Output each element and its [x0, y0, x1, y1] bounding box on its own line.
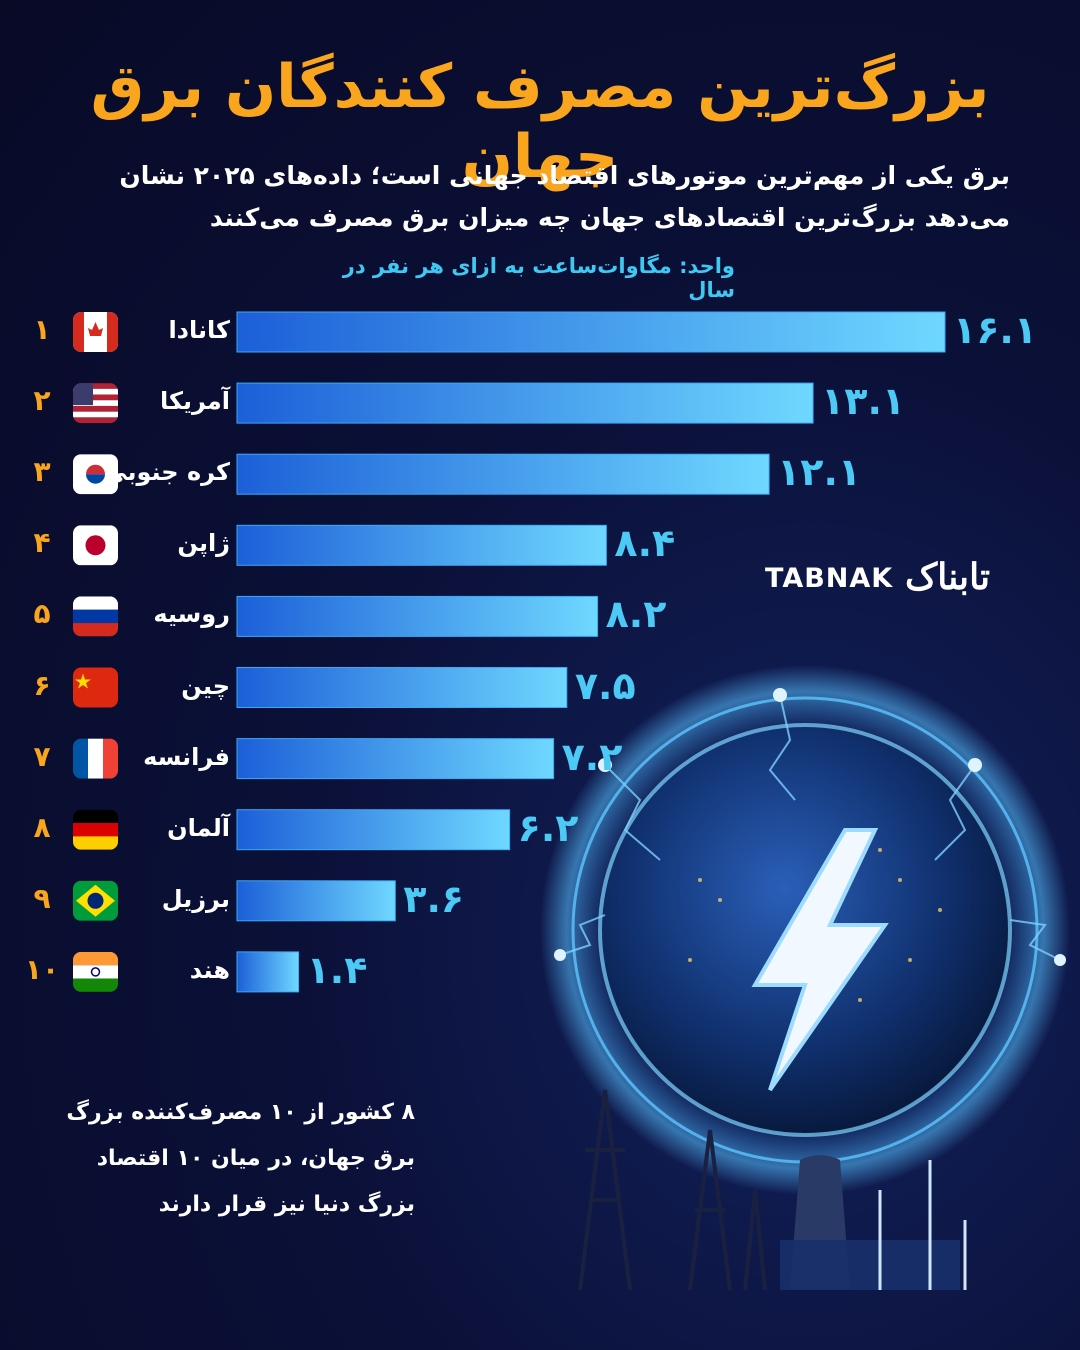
- flag-part: [73, 978, 118, 992]
- flag-part: [73, 623, 118, 637]
- flag-part: [73, 411, 118, 418]
- flag-part: [73, 951, 118, 966]
- category-label: آلمان: [167, 813, 230, 842]
- flag-part: [73, 596, 118, 610]
- chart-title: بزرگ‌ترین مصرف کنندگان برق جهان: [90, 52, 990, 192]
- bar: [236, 738, 555, 780]
- value-label: ۱۲.۱: [777, 450, 862, 495]
- flag-part: [73, 809, 118, 824]
- rank-label: ۱: [33, 313, 51, 346]
- flag-part: [73, 823, 118, 837]
- globe-illustration: [540, 665, 1070, 1291]
- flag-part: [75, 673, 91, 689]
- flag-part: [86, 474, 105, 484]
- flag-icon: [73, 312, 118, 352]
- flag-part: [73, 405, 118, 412]
- category-label: ژاپن: [177, 529, 230, 558]
- flag-icon: [73, 596, 118, 637]
- bar: [236, 809, 511, 851]
- category-label: آمریکا: [160, 387, 230, 416]
- annotation: ۸ کشور از ۱۰ مصرف‌کننده بزرگ برق جهان، د…: [66, 1100, 415, 1217]
- category-label: هند: [189, 955, 230, 984]
- value-label: ۳.۶: [403, 876, 465, 921]
- unit-label: واحد: مگاوات‌ساعت به ازای هر نفر در سال: [342, 254, 735, 302]
- flag-part: [88, 738, 103, 779]
- flag-part: [73, 388, 118, 395]
- category-label: برزیل: [161, 884, 230, 913]
- bar: [236, 453, 770, 495]
- flag-part: [73, 836, 118, 850]
- bar: [236, 595, 599, 637]
- rank-label: ۱۰: [24, 952, 60, 986]
- rank-label: ۸: [33, 810, 51, 844]
- flag-part: [73, 667, 118, 708]
- flag-part: [73, 965, 118, 979]
- flag-icon: [73, 951, 118, 992]
- value-label: ۱۶.۱: [953, 308, 1038, 352]
- flag-icon: [73, 525, 118, 566]
- bar: [236, 667, 568, 708]
- bar: [236, 880, 396, 922]
- value-label: ۷.۵: [574, 663, 636, 708]
- category-label: کانادا: [168, 316, 230, 344]
- rank-label: ۹: [33, 881, 51, 915]
- flag-icon: [73, 809, 118, 850]
- flag-icon: [73, 667, 118, 708]
- bar: [236, 951, 300, 993]
- value-label: ۱۳.۱: [821, 379, 906, 424]
- flag-part: [86, 464, 105, 475]
- category-label: روسیه: [153, 600, 230, 629]
- value-label: ۸.۴: [614, 521, 676, 566]
- brand-logo: TABNAK: [765, 563, 894, 594]
- bar: [236, 524, 607, 566]
- value-label: ۸.۲: [605, 592, 667, 637]
- category-label: چین: [181, 671, 230, 700]
- flag-icon: [73, 454, 118, 495]
- bar: [236, 311, 946, 353]
- value-label: ۱.۴: [306, 947, 368, 992]
- flag-part: [103, 738, 118, 779]
- rank-label: ۲: [33, 384, 51, 418]
- flag-part: [88, 322, 103, 336]
- value-label: ۷.۲: [561, 734, 623, 779]
- bar: [236, 382, 814, 424]
- flag-part: [90, 967, 101, 977]
- rank-label: ۵: [33, 597, 51, 631]
- flag-part: [73, 400, 118, 406]
- flag-icon: [73, 738, 118, 779]
- flag-part: [85, 535, 106, 556]
- flag-part: [73, 394, 118, 401]
- flag-part: [73, 312, 84, 352]
- value-label: ۶.۲: [517, 805, 579, 850]
- rank-label: ۳: [33, 455, 51, 489]
- category-label: کره جنوبی: [103, 458, 230, 487]
- category-label: فرانسه: [143, 742, 230, 771]
- rank-label: ۷: [33, 739, 51, 773]
- rank-label: ۶: [33, 668, 51, 702]
- flag-part: [107, 312, 118, 352]
- subtitle: برق یکی از مهم‌ترین موتورهای اقتصاد جهان…: [119, 161, 1010, 232]
- brand-logo: تابناک: [905, 556, 991, 598]
- flag-part: [73, 609, 118, 624]
- flag-part: [87, 892, 104, 909]
- flag-icon: [73, 383, 118, 424]
- rank-label: ۴: [33, 526, 51, 560]
- flag-part: [73, 383, 118, 389]
- flag-part: [73, 383, 93, 406]
- flag-icon: [73, 880, 118, 921]
- flag-part: [73, 417, 118, 424]
- flag-part: [73, 738, 88, 779]
